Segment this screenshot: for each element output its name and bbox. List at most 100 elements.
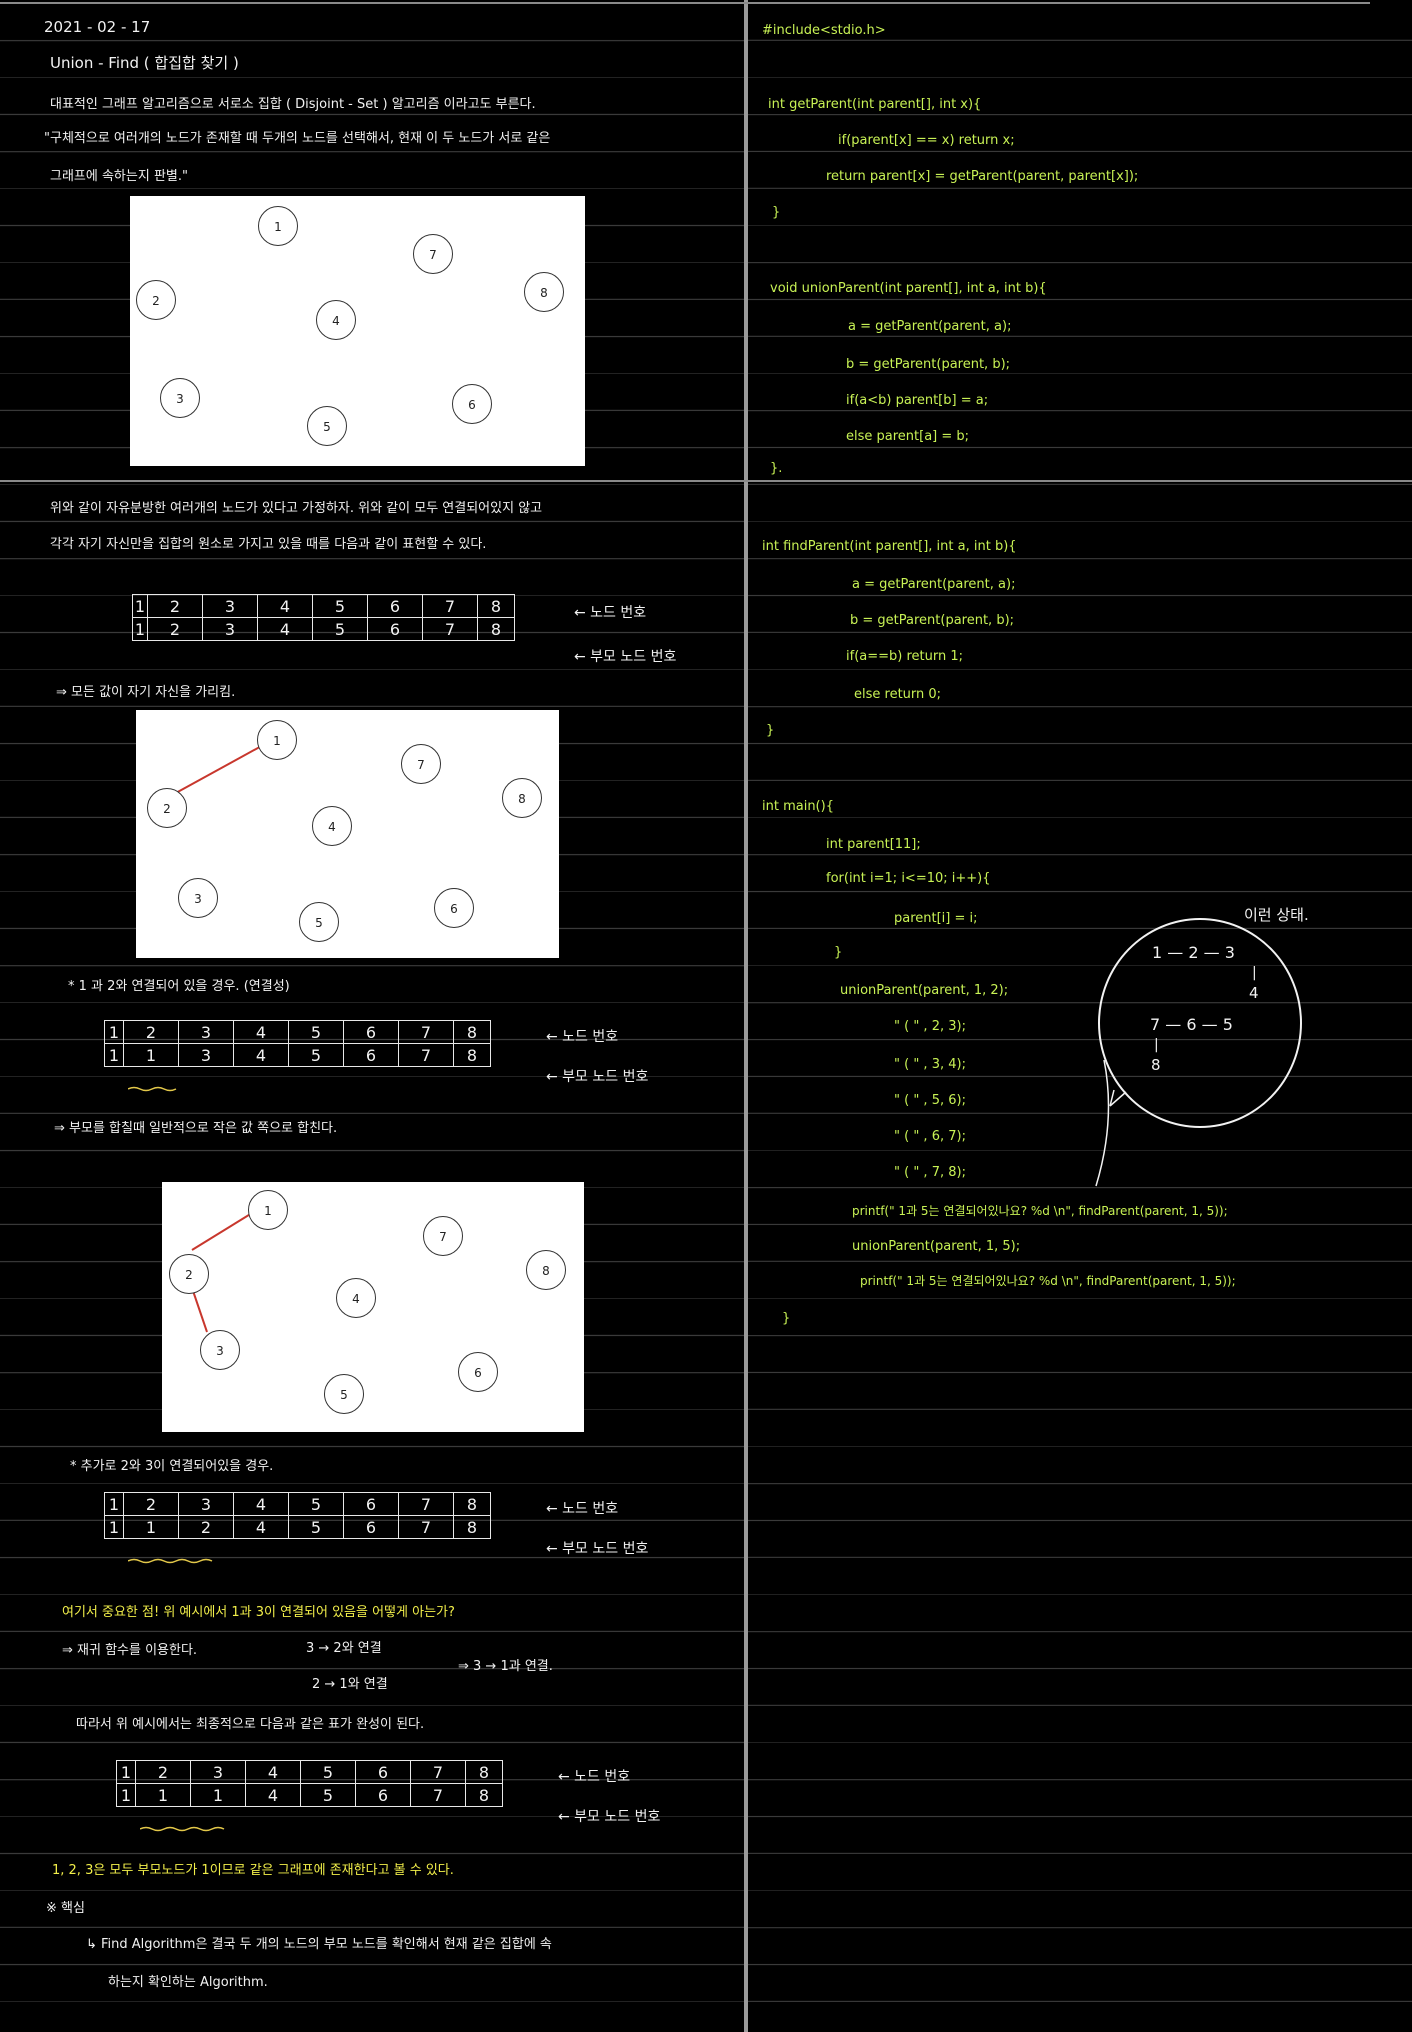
core-label: ※ 핵심 bbox=[46, 1901, 85, 1916]
code-main-for: for(int i=1; i<=10; i++){ bbox=[826, 871, 991, 886]
code-union-call: " ( " , 6, 7); bbox=[894, 1129, 966, 1144]
graph-node: 5 bbox=[324, 1374, 364, 1414]
assume-line-2: 각각 자기 자신만을 집합의 원소로 가지고 있을 때를 다음과 같이 표현할 … bbox=[50, 537, 487, 552]
code-printf: printf(" 1과 5는 연결되어있나요? %d \n", findPare… bbox=[852, 1204, 1228, 1218]
state-node-4: 4 bbox=[1249, 984, 1259, 1002]
code-union-call: unionParent(parent, 1, 2); bbox=[840, 983, 1009, 998]
parent-rule-note: ⇒ 부모를 합칠때 일반적으로 작은 값 쪽으로 합친다. bbox=[54, 1121, 338, 1136]
graph-node: 7 bbox=[413, 234, 453, 274]
graph-node: 8 bbox=[526, 1250, 566, 1290]
code-union-sig: void unionParent(int parent[], int a, in… bbox=[770, 281, 1047, 296]
recursion-step-b: 2 → 1와 연결 bbox=[312, 1677, 388, 1692]
code-getparent-return: return parent[x] = getParent(parent, par… bbox=[826, 169, 1139, 184]
code-printf: printf(" 1과 5는 연결되어있나요? %d \n", findPare… bbox=[860, 1274, 1236, 1288]
code-union-if: if(a<b) parent[b] = a; bbox=[846, 393, 989, 408]
code-union-call: " ( " , 5, 6); bbox=[894, 1093, 966, 1108]
intro-line-1: 대표적인 그래프 알고리즘으로 서로소 집합 ( Disjoint - Set … bbox=[50, 97, 536, 112]
node-number-label: ← 노드 번호 bbox=[558, 1769, 631, 1785]
assume-line-1: 위와 같이 자유분방한 여러개의 노드가 있다고 가정하자. 위와 같이 모두 … bbox=[50, 501, 543, 516]
code-union-b: b = getParent(parent, b); bbox=[846, 357, 1011, 372]
graph-node: 3 bbox=[160, 378, 200, 418]
graph-node: 6 bbox=[452, 384, 492, 424]
star-2-3-note: * 추가로 2와 3이 연결되어있을 경우. bbox=[70, 1459, 274, 1474]
code-main-sig: int main(){ bbox=[762, 799, 834, 814]
state-vline-2: | bbox=[1154, 1037, 1159, 1053]
underline-squiggle bbox=[140, 1826, 225, 1832]
underline-squiggle bbox=[128, 1086, 177, 1092]
recursion-result: ⇒ 3 → 1과 연결. bbox=[458, 1659, 553, 1674]
core-line-1: ↳ Find Algorithm은 결국 두 개의 노드의 부모 노드를 확인해… bbox=[86, 1937, 552, 1952]
graph-node: 1 bbox=[257, 720, 297, 760]
top-divider bbox=[0, 2, 1370, 4]
all-self-note: ⇒ 모든 값이 자기 자신을 가리킴. bbox=[56, 685, 236, 700]
page-gutter bbox=[744, 0, 748, 2032]
graph-diagram-1-2: 1 2 3 4 5 6 7 8 bbox=[136, 710, 559, 958]
underline-squiggle bbox=[128, 1558, 213, 1564]
note-title: Union - Find ( 합집합 찾기 ) bbox=[50, 54, 239, 72]
code-union-call: " ( " , 3, 4); bbox=[894, 1057, 966, 1072]
note-date: 2021 - 02 - 17 bbox=[44, 18, 151, 36]
graph-diagram-initial: 1 2 3 4 5 6 7 8 bbox=[130, 196, 585, 466]
code-union-call: " ( " , 2, 3); bbox=[894, 1019, 966, 1034]
graph-node: 8 bbox=[502, 778, 542, 818]
graph-node: 3 bbox=[200, 1330, 240, 1370]
intro-line-2: "구체적으로 여러개의 노드가 존재할 때 두개의 노드를 선택해서, 현재 이… bbox=[44, 131, 551, 146]
graph-node: 4 bbox=[336, 1278, 376, 1318]
code-getparent-if: if(parent[x] == x) return x; bbox=[838, 133, 1015, 148]
parent-number-label: ← 부모 노드 번호 bbox=[558, 1809, 661, 1825]
graph-node: 5 bbox=[307, 406, 347, 446]
section-divider bbox=[0, 480, 1412, 482]
code-brace: } bbox=[766, 723, 775, 738]
state-vline-1: | bbox=[1252, 965, 1257, 981]
graph-node: 4 bbox=[316, 300, 356, 340]
right-note-page bbox=[748, 0, 1412, 2032]
recursion-step-a: 3 → 2와 연결 bbox=[306, 1641, 382, 1656]
code-union-a: a = getParent(parent, a); bbox=[848, 319, 1012, 334]
graph-node: 2 bbox=[169, 1254, 209, 1294]
graph-diagram-1-2-3: 1 2 3 4 5 6 7 8 bbox=[162, 1182, 584, 1432]
node-number-label: ← 노드 번호 bbox=[546, 1029, 619, 1045]
state-note-circle bbox=[1098, 918, 1302, 1128]
graph-node: 4 bbox=[312, 806, 352, 846]
graph-node: 1 bbox=[248, 1190, 288, 1230]
code-include: #include<stdio.h> bbox=[762, 23, 886, 38]
code-main-array: int parent[11]; bbox=[826, 837, 921, 852]
code-union-else: else parent[a] = b; bbox=[846, 429, 970, 444]
graph-node: 1 bbox=[258, 206, 298, 246]
code-find-if: if(a==b) return 1; bbox=[846, 649, 963, 664]
parent-number-label: ← 부모 노드 번호 bbox=[574, 649, 677, 665]
graph-node: 7 bbox=[401, 744, 441, 784]
state-note-title: 이런 상태. bbox=[1244, 906, 1309, 924]
node-number-label: ← 노드 번호 bbox=[546, 1501, 619, 1517]
code-find-a: a = getParent(parent, a); bbox=[852, 577, 1016, 592]
code-find-sig: int findParent(int parent[], int a, int … bbox=[762, 539, 1017, 554]
graph-node: 6 bbox=[434, 888, 474, 928]
important-question: 여기서 중요한 점! 위 예시에서 1과 3이 연결되어 있음을 어떻게 아는가… bbox=[62, 1605, 455, 1620]
star-1-2-note: * 1 과 2와 연결되어 있을 경우. (연결성) bbox=[68, 979, 290, 994]
state-row-1: 1 — 2 — 3 bbox=[1152, 943, 1235, 962]
code-getparent-sig: int getParent(int parent[], int x){ bbox=[768, 97, 982, 112]
therefore-note: 따라서 위 예시에서는 최종적으로 다음과 같은 표가 완성이 된다. bbox=[76, 1717, 425, 1732]
graph-node: 2 bbox=[147, 788, 187, 828]
graph-node: 7 bbox=[423, 1216, 463, 1256]
graph-node: 8 bbox=[524, 272, 564, 312]
node-number-label: ← 노드 번호 bbox=[574, 605, 647, 621]
state-row-2: 7 — 6 — 5 bbox=[1150, 1015, 1233, 1034]
code-find-else: else return 0; bbox=[854, 687, 942, 702]
code-union-call: unionParent(parent, 1, 5); bbox=[852, 1239, 1021, 1254]
state-node-8: 8 bbox=[1151, 1056, 1161, 1074]
conclusion-note: 1, 2, 3은 모두 부모노드가 1이므로 같은 그래프에 존재한다고 볼 수… bbox=[52, 1863, 454, 1878]
code-union-call: " ( " , 7, 8); bbox=[894, 1165, 966, 1180]
code-brace: } bbox=[834, 945, 843, 960]
graph-node: 5 bbox=[299, 902, 339, 942]
code-main-init: parent[i] = i; bbox=[894, 911, 978, 926]
